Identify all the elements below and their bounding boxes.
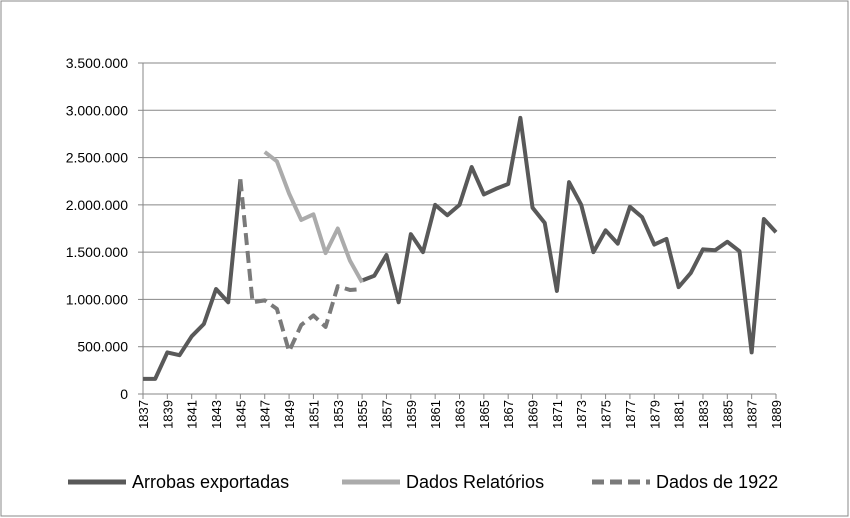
- legend-label: Dados Relatórios: [406, 472, 544, 492]
- x-tick-label: 1883: [696, 400, 711, 429]
- x-tick-label: 1873: [574, 400, 589, 429]
- series-line: [263, 150, 364, 284]
- y-tick-label: 2.000.000: [66, 197, 128, 213]
- y-tick-label: 1.500.000: [66, 244, 128, 260]
- x-tick-label: 1871: [550, 400, 565, 429]
- y-tick-label: 500.000: [77, 339, 128, 355]
- x-tick-label: 1849: [282, 400, 297, 429]
- x-tick-label: 1855: [355, 400, 370, 429]
- x-tick-label: 1845: [233, 400, 248, 429]
- x-tick-label: 1843: [209, 400, 224, 429]
- x-tick-label: 1859: [404, 400, 419, 429]
- y-tick-label: 1.000.000: [66, 291, 128, 307]
- y-tick-label: 0: [120, 386, 128, 402]
- x-tick-label: 1861: [428, 400, 443, 429]
- x-tick-label: 1877: [623, 400, 638, 429]
- x-tick-label: 1867: [501, 400, 516, 429]
- x-tick-label: 1853: [331, 400, 346, 429]
- x-tick-label: 1851: [306, 400, 321, 429]
- x-tick-label: 1875: [599, 400, 614, 429]
- x-tick-label: 1887: [745, 400, 760, 429]
- x-tick-label: 1881: [672, 400, 687, 429]
- x-tick-label: 1879: [647, 400, 662, 429]
- y-tick-label: 3.000.000: [66, 102, 128, 118]
- series-line: [143, 115, 778, 381]
- x-tick-label: 1869: [526, 400, 541, 429]
- x-tick-label: 1847: [258, 400, 273, 429]
- x-tick-label: 1839: [160, 400, 175, 429]
- y-tick-label: 2.500.000: [66, 150, 128, 166]
- x-tick-label: 1865: [477, 400, 492, 429]
- x-tick-label: 1857: [379, 400, 394, 429]
- x-tick-label: 1889: [769, 400, 784, 429]
- y-tick-label: 3.500.000: [66, 55, 128, 71]
- x-tick-label: 1837: [136, 400, 151, 429]
- legend-label: Dados de 1922: [656, 472, 778, 492]
- x-tick-label: 1863: [453, 400, 468, 429]
- legend-label: Arrobas exportadas: [132, 472, 289, 492]
- series-line: [238, 179, 363, 354]
- x-tick-label: 1885: [720, 400, 735, 429]
- x-tick-label: 1841: [185, 400, 200, 429]
